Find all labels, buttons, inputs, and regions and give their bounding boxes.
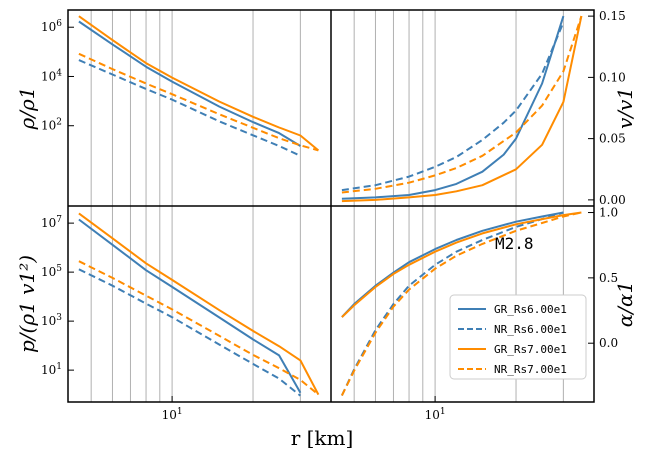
y-axis-label-lapse: α/α1 (613, 281, 637, 327)
y-ticks-density: 102 104 106 (41, 19, 74, 133)
y-tick-label: 1.0 (599, 206, 618, 220)
y-axis-label-pressure: p/(ρ1 v1²) (15, 255, 39, 353)
series-line-velocity-gr-rs7-00e1 (341, 15, 583, 203)
series-line-velocity-nr-rs6-00e1 (341, 21, 565, 192)
y-ticks-pressure: 101 103 105 107 (41, 215, 74, 377)
series-line-lapse-nr-rs6-00e1 (340, 211, 564, 396)
series-line-velocity-nr-rs7-00e1 (341, 15, 583, 194)
y-ticks-lapse: 0.0 0.5 1.0 (588, 206, 618, 350)
x-axis-label: r [km] (291, 426, 354, 450)
legend-box (449, 294, 587, 380)
series-line-pressure-gr-rs7-00e1 (78, 212, 320, 396)
y-tick-label: 103 (41, 313, 62, 328)
y-tick-label: 0.00 (599, 193, 626, 207)
y-tick-label: 0.0 (599, 336, 618, 350)
grid-velocity (353, 10, 564, 206)
y-axis-label-density: ρ/ρ1 (15, 87, 39, 131)
series-line-lapse-gr-rs7-00e1 (341, 211, 582, 318)
series-line-pressure-nr-rs7-00e1 (78, 260, 320, 396)
y-axis-label-velocity: v/v1 (613, 87, 637, 129)
series-line-density-nr-rs7-00e1 (78, 52, 319, 152)
x-tick-label: 101 (425, 407, 446, 422)
grid-density (90, 10, 301, 206)
legend-label: NR_Rs7.00e1 (494, 363, 567, 376)
panels-layer: 102104106ρ/ρ10.000.050.100.15v/v11011031… (15, 9, 637, 422)
y-tick-label: 106 (41, 19, 62, 34)
panel-velocity: 0.00 0.05 0.10 0.15 v/v1 (341, 9, 637, 207)
y-tick-label: 105 (41, 264, 62, 279)
panel-density: 102 104 106 ρ/ρ1 (15, 10, 320, 206)
y-tick-label: 107 (41, 215, 62, 230)
series-group-density (78, 15, 320, 157)
legend-label: GR_Rs6.00e1 (494, 303, 567, 316)
y-ticks-velocity: 0.00 0.05 0.10 0.15 (588, 9, 626, 207)
y-tick-label: 0.10 (599, 70, 626, 84)
model-annotation: M2.8 (495, 234, 534, 253)
legend-label: GR_Rs7.00e1 (494, 343, 567, 356)
y-tick-label: 104 (41, 68, 62, 83)
series-line-pressure-gr-rs6-00e1 (78, 218, 302, 394)
series-line-density-nr-rs6-00e1 (78, 59, 301, 157)
series-line-lapse-nr-rs7-00e1 (341, 211, 582, 396)
y-tick-label: 101 (41, 362, 62, 377)
series-line-velocity-gr-rs6-00e1 (341, 15, 565, 200)
series-group-velocity (341, 15, 583, 203)
y-tick-label: 102 (41, 118, 62, 133)
y-tick-label: 0.05 (599, 132, 626, 146)
legend-label: NR_Rs6.00e1 (494, 323, 567, 336)
series-group-lapse (340, 211, 582, 396)
series-line-pressure-nr-rs6-00e1 (78, 268, 302, 397)
y-tick-label: 0.15 (599, 9, 626, 23)
series-group-pressure (78, 212, 320, 397)
legend: GR_Rs6.00e1 NR_Rs6.00e1 GR_Rs7.00e1 NR_Rs7.… (449, 294, 587, 380)
series-line-density-gr-rs7-00e1 (78, 15, 320, 152)
y-tick-label: 0.5 (599, 271, 618, 285)
x-tick-label: 101 (162, 407, 183, 422)
series-line-density-gr-rs6-00e1 (78, 20, 301, 147)
